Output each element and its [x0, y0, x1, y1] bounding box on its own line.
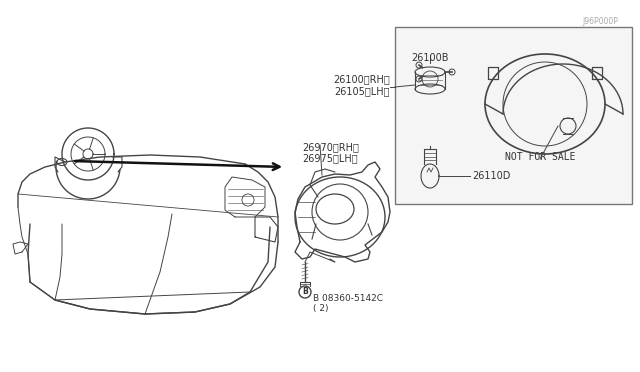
- Text: 26100B: 26100B: [412, 53, 449, 63]
- Text: J96P000P: J96P000P: [582, 17, 618, 26]
- Text: 26970〈RH〉
26975〈LH〉: 26970〈RH〉 26975〈LH〉: [302, 142, 359, 164]
- Text: 26100〈RH〉
26105〈LH〉: 26100〈RH〉 26105〈LH〉: [333, 74, 390, 96]
- Text: NOT FOR SALE: NOT FOR SALE: [505, 152, 575, 162]
- Text: 26110D: 26110D: [472, 171, 510, 181]
- Bar: [395, 27, 632, 204]
- Text: B 08360-5142C
( 2): B 08360-5142C ( 2): [313, 294, 383, 313]
- Text: B: B: [302, 288, 308, 296]
